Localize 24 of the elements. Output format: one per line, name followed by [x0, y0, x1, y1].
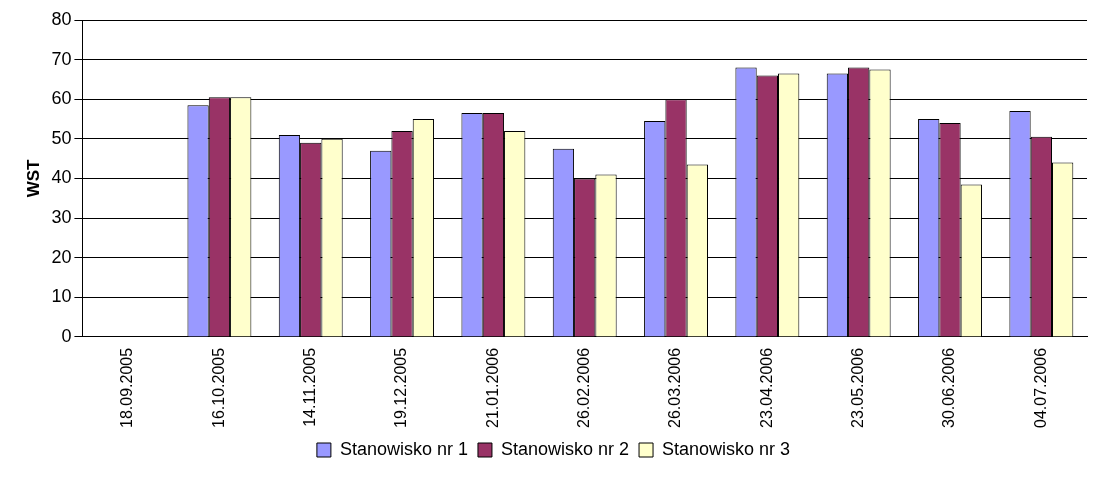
y-tick-label: 50: [51, 127, 72, 148]
x-tick-label: 19.12.2005: [392, 347, 410, 428]
x-tick-label: 14.11.2005: [301, 347, 319, 427]
y-tick-label: 0: [61, 325, 72, 346]
x-tick-label: 26.02.2006: [575, 347, 593, 428]
y-tick-label: 40: [51, 167, 72, 188]
x-tick-label: 16.10.2005: [209, 347, 227, 428]
x-tick-label: 26.03.2006: [666, 347, 684, 428]
y-tick-label: 20: [51, 246, 72, 267]
x-tick-label: 18.09.2005: [118, 347, 136, 428]
y-tick-label: 30: [51, 207, 72, 228]
x-tick-label: 23.05.2006: [849, 347, 867, 428]
y-tick-label: 10: [51, 286, 72, 307]
y-tick-label: 80: [51, 8, 72, 29]
legend-label: Stanowisko nr 2: [500, 438, 630, 459]
y-axis-title: WST: [23, 158, 43, 198]
x-tick-label: 21.01.2006: [483, 347, 501, 428]
x-tick-label: 04.07.2006: [1031, 347, 1049, 428]
legend-label: Stanowisko nr 1: [339, 438, 468, 459]
x-tick-label: 30.06.2006: [940, 347, 958, 428]
y-tick-label: 70: [51, 48, 72, 69]
legend-label: Stanowisko nr 3: [662, 438, 791, 459]
x-tick-label: 23.04.2006: [757, 347, 775, 428]
y-tick-label: 60: [51, 88, 72, 109]
